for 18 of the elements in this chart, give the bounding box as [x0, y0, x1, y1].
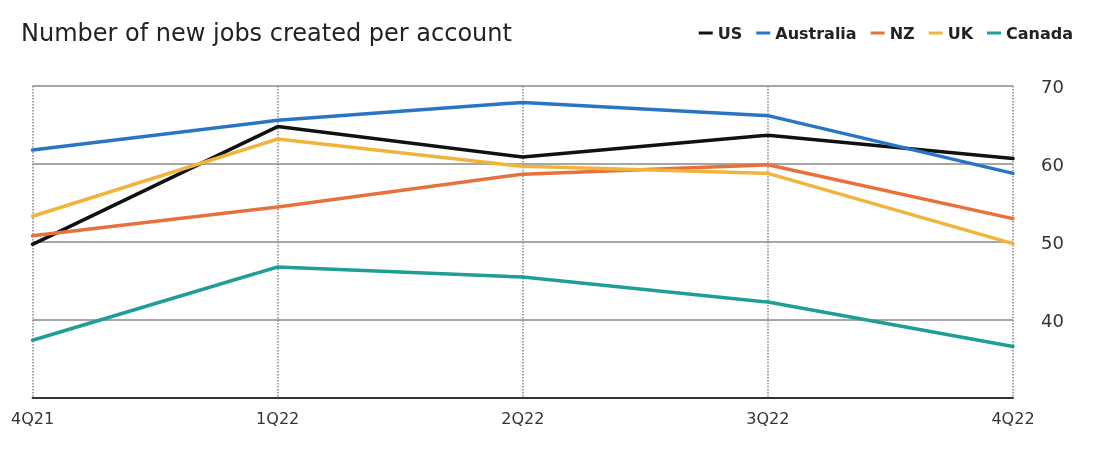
line-series	[30, 100, 1015, 176]
legend-label: Canada	[1006, 23, 1074, 43]
x-tick-label: 4Q21	[11, 408, 55, 428]
y-tick-label: 50	[1041, 231, 1064, 253]
y-tick-label: 70	[1041, 75, 1064, 97]
chart-title: Number of new jobs created per account	[21, 19, 512, 47]
x-tick-label: 3Q22	[746, 408, 790, 428]
x-tick-label: 4Q22	[991, 408, 1035, 428]
line-series	[30, 163, 1015, 238]
x-tick-label: 1Q22	[256, 408, 300, 428]
legend-label: US	[717, 23, 743, 43]
y-tick-label: 60	[1041, 153, 1064, 175]
x-tick-label: 2Q22	[501, 408, 545, 428]
legend-label: Australia	[775, 23, 857, 43]
legend-label: UK	[947, 23, 974, 43]
legend-label: NZ	[889, 23, 915, 43]
y-tick-label: 40	[1041, 309, 1064, 331]
line-series	[30, 265, 1015, 349]
